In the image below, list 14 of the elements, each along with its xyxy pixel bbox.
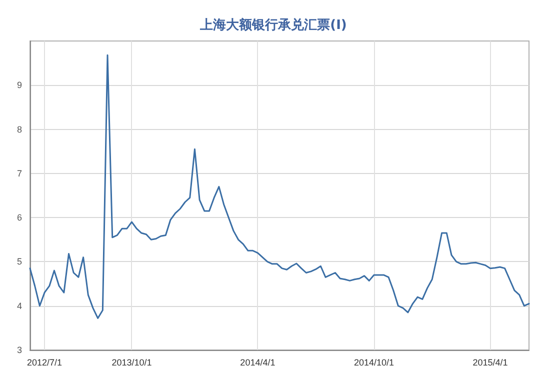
- y-tick-label: 9: [16, 80, 22, 90]
- y-tick-label: 6: [16, 212, 22, 223]
- x-tick-label: 2014/10/1: [354, 358, 394, 368]
- x-tick-label: 2014/4/1: [240, 358, 276, 368]
- y-tick-label: 4: [16, 300, 22, 311]
- y-tick-label: 3: [16, 345, 22, 355]
- y-tick-label: 7: [16, 168, 22, 178]
- y-tick-label: 5: [16, 256, 22, 267]
- x-tick-label: 2015/4/1: [472, 358, 508, 368]
- x-tick-label: 2012/7/1: [27, 358, 62, 368]
- chart-title: 上海大额银行承兑汇票(Ⅰ): [199, 17, 347, 33]
- line-series: [29, 54, 530, 319]
- x-tick-label: 2013/10/1: [112, 358, 152, 368]
- y-tick-label: 8: [16, 124, 22, 134]
